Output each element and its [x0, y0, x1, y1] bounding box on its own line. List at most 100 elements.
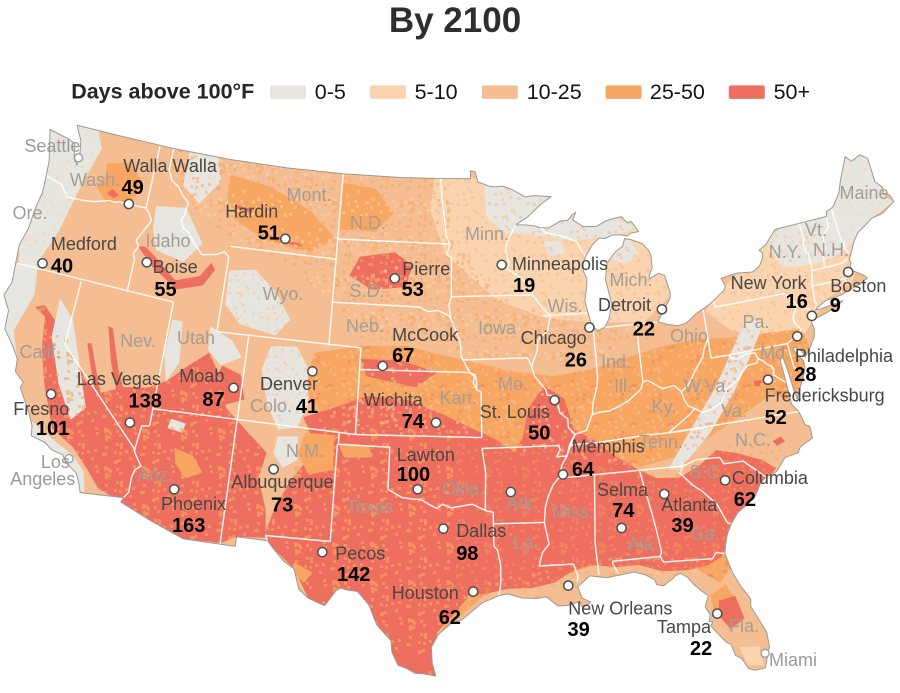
svg-text:Lawton: Lawton — [397, 445, 455, 465]
svg-text:By 2100: By 2100 — [389, 1, 521, 40]
svg-text:Mont.: Mont. — [286, 185, 331, 205]
svg-text:Utah: Utah — [177, 328, 215, 348]
svg-text:22: 22 — [633, 319, 655, 341]
svg-text:74: 74 — [402, 411, 425, 433]
svg-text:Atlanta: Atlanta — [661, 495, 718, 515]
svg-text:Texas: Texas — [346, 497, 393, 517]
svg-text:87: 87 — [202, 389, 224, 411]
svg-text:Neb.: Neb. — [346, 316, 384, 336]
svg-text:N.D.: N.D. — [350, 213, 386, 233]
svg-text:Mo.: Mo. — [498, 374, 528, 394]
svg-text:100: 100 — [397, 464, 430, 486]
svg-text:New Orleans: New Orleans — [568, 599, 672, 619]
svg-text:Las Vegas: Las Vegas — [77, 369, 161, 389]
svg-text:73: 73 — [271, 495, 293, 517]
svg-text:Houston: Houston — [392, 583, 459, 603]
svg-text:Philadelphia: Philadelphia — [795, 346, 894, 366]
svg-text:Ark.: Ark. — [506, 493, 538, 513]
svg-text:Ind.: Ind. — [601, 352, 631, 372]
svg-text:28: 28 — [794, 364, 816, 386]
svg-text:Minn.: Minn. — [465, 224, 509, 244]
svg-text:10-25: 10-25 — [527, 80, 582, 104]
svg-text:62: 62 — [734, 489, 756, 511]
svg-text:Fredericksburg: Fredericksburg — [765, 386, 885, 406]
svg-text:53: 53 — [402, 279, 424, 301]
svg-text:Seattle: Seattle — [24, 136, 80, 156]
svg-text:163: 163 — [172, 515, 205, 537]
svg-text:S.D.: S.D. — [349, 281, 384, 301]
svg-text:Fla.: Fla. — [729, 616, 759, 636]
svg-text:64: 64 — [572, 459, 595, 481]
svg-text:16: 16 — [786, 291, 808, 313]
svg-text:Dallas: Dallas — [456, 521, 506, 541]
svg-text:Los: Los — [41, 452, 70, 472]
svg-text:Miami: Miami — [769, 650, 817, 670]
svg-text:Selma: Selma — [597, 480, 649, 500]
svg-text:19: 19 — [513, 275, 535, 297]
svg-text:Walla Walla: Walla Walla — [123, 156, 218, 176]
svg-text:62: 62 — [439, 607, 461, 629]
svg-text:Memphis: Memphis — [572, 437, 645, 457]
svg-text:Angeles: Angeles — [10, 469, 75, 489]
svg-text:Medford: Medford — [51, 234, 117, 254]
svg-text:Wis.: Wis. — [548, 296, 583, 316]
svg-text:142: 142 — [337, 564, 370, 586]
svg-text:N.M.: N.M. — [286, 441, 324, 461]
svg-text:Idaho: Idaho — [145, 231, 190, 251]
svg-text:Pa.: Pa. — [742, 312, 769, 332]
svg-text:138: 138 — [129, 391, 162, 413]
svg-text:Boise: Boise — [153, 257, 198, 277]
svg-text:Kan.: Kan. — [439, 388, 476, 408]
svg-text:Albuquerque: Albuquerque — [231, 472, 333, 492]
svg-text:Days above 100°F: Days above 100°F — [71, 80, 254, 104]
svg-text:39: 39 — [671, 515, 693, 537]
svg-text:Phoenix: Phoenix — [161, 494, 226, 514]
svg-text:Wichita: Wichita — [364, 390, 424, 410]
svg-text:50+: 50+ — [774, 80, 810, 104]
svg-text:101: 101 — [36, 418, 69, 440]
svg-text:74: 74 — [612, 500, 635, 522]
svg-text:Nev.: Nev. — [120, 331, 156, 351]
svg-text:Fresno: Fresno — [13, 399, 69, 419]
svg-text:Vt.: Vt. — [805, 220, 827, 240]
svg-text:26: 26 — [565, 350, 587, 372]
svg-text:Okla.: Okla. — [442, 479, 484, 499]
svg-text:W.Va.: W.Va. — [684, 376, 731, 396]
svg-text:Tampa: Tampa — [657, 617, 712, 637]
svg-text:22: 22 — [690, 638, 712, 660]
svg-text:0-5: 0-5 — [315, 80, 346, 104]
svg-text:50: 50 — [528, 423, 550, 445]
svg-text:N.C.: N.C. — [735, 430, 771, 450]
svg-text:Ore.: Ore. — [12, 203, 47, 223]
svg-text:40: 40 — [51, 256, 73, 278]
svg-text:Md.: Md. — [760, 343, 790, 363]
svg-text:Detroit: Detroit — [598, 295, 651, 315]
svg-text:Wash.: Wash. — [70, 170, 120, 190]
svg-text:Va.: Va. — [721, 401, 747, 421]
svg-text:McCook: McCook — [392, 325, 459, 345]
svg-text:41: 41 — [296, 396, 318, 418]
svg-text:Ohio: Ohio — [670, 326, 708, 346]
svg-text:55: 55 — [154, 279, 176, 301]
svg-text:Pierre: Pierre — [402, 259, 450, 279]
svg-text:Moab: Moab — [179, 366, 224, 386]
svg-text:98: 98 — [456, 543, 478, 565]
svg-text:Ill.: Ill. — [614, 376, 632, 396]
svg-text:Hardin: Hardin — [225, 202, 278, 222]
svg-text:N.H.: N.H. — [813, 240, 849, 260]
svg-text:S.C.: S.C. — [689, 462, 724, 482]
svg-text:Boston: Boston — [830, 276, 886, 296]
svg-text:Calif.: Calif. — [19, 342, 60, 362]
svg-text:Ariz.: Ariz. — [137, 465, 173, 485]
svg-text:Iowa: Iowa — [478, 318, 517, 338]
svg-text:Miss.: Miss. — [552, 502, 594, 522]
svg-text:Denver: Denver — [260, 374, 318, 394]
svg-text:Colo.: Colo. — [250, 396, 292, 416]
svg-text:Mich.: Mich. — [609, 270, 652, 290]
svg-text:New York: New York — [731, 273, 808, 293]
svg-text:Ala.: Ala. — [627, 534, 658, 554]
svg-text:Columbia: Columbia — [732, 468, 809, 488]
svg-text:67: 67 — [392, 345, 414, 367]
svg-text:N.Y.: N.Y. — [769, 242, 802, 262]
svg-text:La.: La. — [513, 533, 538, 553]
